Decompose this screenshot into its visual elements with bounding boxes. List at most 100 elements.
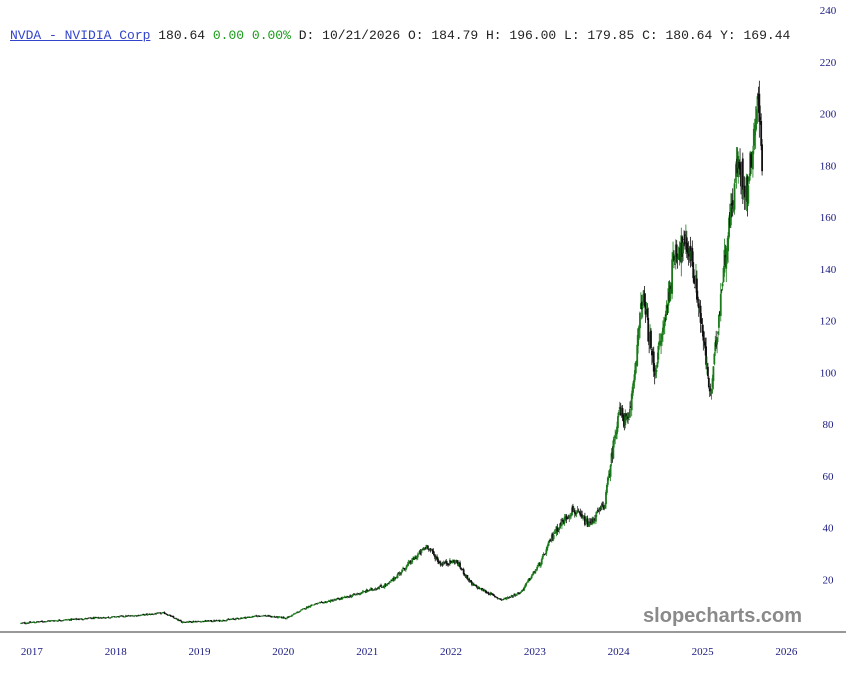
candle-body [728, 217, 730, 238]
candle-body [617, 416, 619, 429]
candle-body [258, 615, 260, 617]
candle-body [553, 532, 556, 534]
candle-body [253, 615, 256, 617]
candle-body [156, 612, 158, 614]
candle-body [181, 621, 184, 623]
candle-body [742, 187, 745, 195]
candle-body [63, 619, 66, 621]
candle-body [406, 563, 409, 566]
candle-body [511, 595, 514, 597]
candle-body [317, 602, 320, 604]
candle-body [660, 340, 662, 345]
candle-body [561, 521, 563, 526]
candle-body [228, 619, 231, 621]
candle-body [229, 619, 232, 621]
candle-body [372, 589, 375, 591]
candle-body [150, 613, 153, 615]
candle-body [498, 598, 501, 600]
candle-body [366, 589, 369, 592]
candle-body [537, 565, 539, 567]
candle-body [678, 247, 681, 254]
candle-body [111, 616, 113, 618]
candle-body [296, 611, 299, 613]
candle-body [361, 591, 364, 594]
candle-body [481, 587, 483, 591]
candle-body [212, 621, 214, 623]
candle-body [529, 578, 532, 580]
candle-body [754, 118, 757, 132]
candle-body [637, 328, 640, 346]
candle-body [616, 426, 618, 435]
candle-body [483, 590, 486, 592]
candle-body [582, 517, 584, 518]
candle-body [421, 549, 424, 551]
candle-body [651, 353, 654, 356]
candle-body [224, 620, 227, 622]
candle-body [280, 616, 283, 619]
candle-body [544, 553, 547, 555]
candle-body [230, 619, 233, 620]
candle-body [213, 620, 215, 622]
candle-body [254, 615, 257, 617]
candle-body [519, 591, 522, 594]
candle-body [676, 254, 679, 259]
candle-body [572, 505, 574, 512]
candle-body [243, 617, 246, 618]
candle-body [274, 617, 277, 618]
candle-body [734, 178, 737, 180]
candle-body [103, 617, 106, 619]
candle-body [475, 585, 478, 587]
candle-body [622, 414, 625, 422]
candle-body [552, 534, 555, 540]
candle-body [101, 617, 104, 619]
low-readout: L: 179.85 [564, 28, 635, 43]
candle-body [461, 569, 464, 570]
candle-body [263, 615, 266, 617]
candle-body [398, 572, 401, 575]
candle-body [606, 477, 609, 485]
candle-body [105, 617, 108, 619]
candle-body [22, 622, 24, 624]
candle-body [508, 596, 511, 598]
candle-body [345, 596, 348, 598]
candle-body [583, 516, 586, 525]
candle-body [685, 237, 688, 252]
candle-body [67, 619, 69, 621]
symbol-link[interactable]: NVDA - NVIDIA Corp [10, 28, 151, 43]
candle-body [548, 540, 550, 543]
candle-body [520, 591, 523, 593]
candle-body [127, 615, 130, 617]
candle-body [21, 622, 23, 624]
candle-body [563, 516, 566, 523]
candle-body [50, 620, 53, 622]
candle-body [562, 521, 565, 524]
candle-body [661, 333, 663, 340]
candle-body [751, 161, 753, 165]
candle-body [57, 619, 60, 621]
candle-body [543, 554, 546, 556]
candle-body [24, 623, 27, 625]
candle-body [447, 563, 449, 565]
candle-body [146, 614, 149, 616]
candle-body [588, 521, 591, 527]
candle-body [758, 93, 761, 122]
candle-body [586, 518, 589, 527]
candle-body [567, 516, 570, 518]
candle-body [510, 595, 513, 597]
candle-body [647, 317, 650, 342]
candle-body [221, 620, 224, 622]
candle-body [583, 517, 585, 519]
candle-body [291, 614, 293, 617]
candle-body [118, 616, 121, 618]
candle-body [370, 588, 373, 590]
candle-body [145, 613, 147, 615]
candle-body [51, 620, 54, 622]
candle-body [412, 558, 415, 560]
candle-body [101, 617, 103, 619]
candle-body [550, 540, 552, 542]
candle-body [414, 556, 416, 560]
candle-body [185, 621, 188, 623]
x-tick-label: 2023 [524, 646, 547, 658]
candle-body [488, 593, 491, 595]
